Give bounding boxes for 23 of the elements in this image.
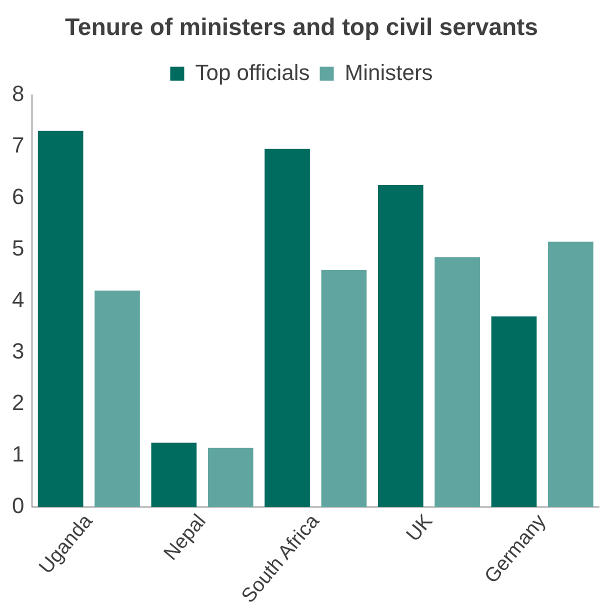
y-tick-label: 7: [12, 132, 24, 158]
x-tick-label: UK: [402, 510, 438, 546]
y-tick-label: 8: [12, 80, 24, 106]
legend-label: Top officials: [195, 60, 310, 85]
legend-label: Ministers: [344, 60, 433, 85]
bar: [264, 148, 310, 508]
y-tick-label: 5: [12, 235, 24, 260]
bar: [321, 270, 367, 508]
y-tick-label: 1: [12, 442, 24, 467]
chart-title: Tenure of ministers and top civil servants: [64, 14, 538, 42]
bar: [491, 316, 537, 508]
bar: [38, 130, 84, 508]
bar: [151, 442, 197, 508]
y-tick-label: 3: [12, 338, 24, 364]
y-tick-label: 2: [12, 390, 24, 416]
bar: [548, 242, 594, 508]
y-tick-label: 0: [12, 493, 24, 518]
bar: [434, 257, 480, 508]
y-tick-label: 6: [12, 184, 24, 209]
bar: [208, 448, 254, 508]
y-tick-label: 4: [12, 287, 24, 312]
bar: [378, 184, 424, 508]
bar: [94, 290, 140, 508]
